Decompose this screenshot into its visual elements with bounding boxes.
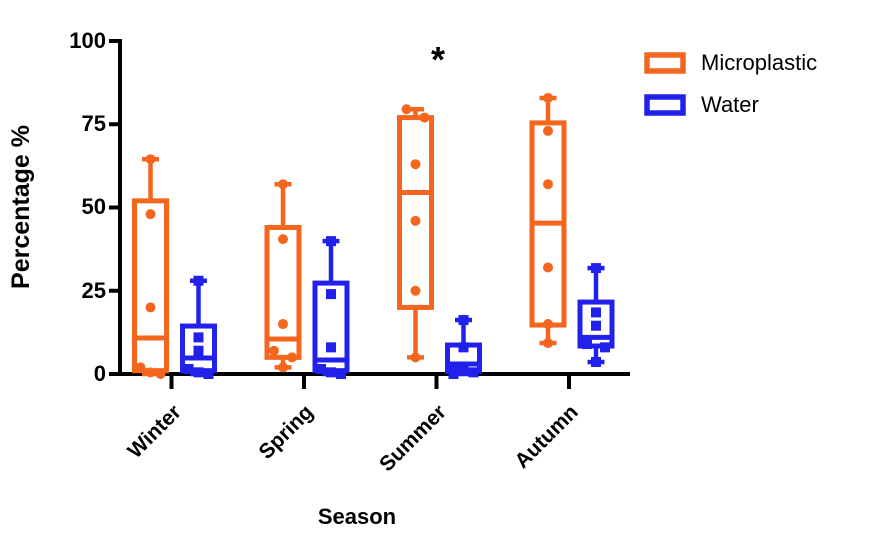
data-point <box>145 154 156 165</box>
data-point <box>155 369 166 379</box>
data-point <box>278 362 288 373</box>
data-point <box>287 352 297 363</box>
data-point <box>316 364 326 375</box>
data-point <box>410 352 421 363</box>
y-axis-title: Percentage % <box>7 125 35 289</box>
data-point <box>448 362 459 373</box>
box-group-microplastic-spring <box>264 179 302 373</box>
data-point <box>458 315 469 326</box>
data-point <box>203 369 214 379</box>
data-point <box>410 215 421 226</box>
data-point <box>591 263 601 274</box>
box-group-water-summer <box>445 315 482 379</box>
data-point <box>135 362 146 373</box>
y-tick-label-0: 0 <box>93 361 106 386</box>
x-axis-title: Season <box>317 504 397 529</box>
data-point <box>278 179 288 190</box>
box-group-microplastic-summer <box>397 104 434 363</box>
box-iqr <box>132 198 169 374</box>
data-point <box>410 159 421 170</box>
data-point <box>543 179 553 190</box>
data-point <box>278 234 288 245</box>
data-point <box>278 319 288 330</box>
y-tick-label-25: 25 <box>81 278 106 303</box>
significance-asterisk: * <box>430 39 445 80</box>
legend-swatch-water <box>644 94 686 116</box>
data-point <box>543 319 553 330</box>
data-point <box>458 342 469 353</box>
data-point <box>326 289 336 300</box>
data-point <box>543 262 553 273</box>
box-group-water-winter <box>180 275 217 379</box>
data-point <box>410 285 421 296</box>
data-point <box>336 369 346 379</box>
y-tick-label-75: 75 <box>81 111 106 136</box>
box-iqr <box>397 115 434 310</box>
data-point <box>145 367 156 378</box>
data-point <box>183 364 194 375</box>
box-group-microplastic-autumn <box>529 92 567 349</box>
data-point <box>582 339 592 350</box>
data-point <box>591 357 601 368</box>
data-point <box>600 342 610 353</box>
data-point <box>448 369 459 379</box>
data-point <box>543 92 553 103</box>
data-point <box>468 367 479 378</box>
data-point <box>326 236 336 247</box>
data-point <box>591 320 601 331</box>
box-group-water-autumn <box>577 263 615 368</box>
data-point <box>591 307 601 318</box>
y-tick-label-100: 100 <box>69 28 106 53</box>
data-point <box>193 367 204 378</box>
y-tick-label-50: 50 <box>81 194 106 219</box>
data-point <box>326 367 336 378</box>
legend-label-water: Water <box>701 92 759 117</box>
data-point <box>419 112 430 123</box>
data-point <box>193 332 204 343</box>
data-point <box>401 104 412 115</box>
data-point <box>326 342 336 353</box>
data-point <box>193 275 204 286</box>
box-group-microplastic-winter <box>132 154 169 379</box>
data-point <box>193 345 204 356</box>
data-point <box>269 345 279 356</box>
data-point <box>543 125 553 136</box>
box-iqr <box>264 224 302 360</box>
data-point <box>458 365 469 376</box>
legend-label-microplastic: Microplastic <box>701 50 818 75</box>
data-point <box>543 338 553 349</box>
box-group-water-spring <box>312 236 350 379</box>
data-point <box>145 209 156 220</box>
legend-swatch-microplastic <box>644 52 686 74</box>
data-point <box>145 302 156 313</box>
